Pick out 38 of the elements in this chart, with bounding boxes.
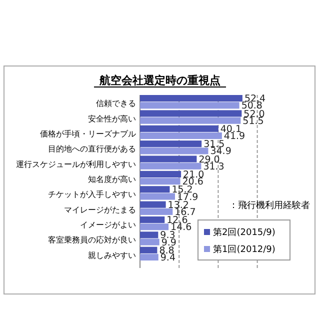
y-tick-label: 目的地への直行便がある: [48, 144, 136, 154]
bar: [140, 216, 165, 224]
y-tick-label: 客室乗務員の応対が良い: [48, 236, 136, 245]
bar: [140, 193, 175, 200]
y-tick-label: 親しみやすい: [88, 250, 136, 260]
bar: [140, 208, 173, 215]
legend-label: 第1回(2012/9): [213, 244, 276, 255]
y-tick-label: マイレージがたまる: [64, 205, 136, 214]
bar: [140, 238, 160, 246]
bar: [140, 156, 197, 162]
y-tick-label: イメージがよい: [80, 220, 136, 230]
bar: [140, 140, 202, 148]
bar: [140, 162, 202, 170]
data-label: 9.4: [160, 252, 176, 264]
bar: [140, 110, 242, 117]
y-tick-label: チケットが入手しやすい: [48, 190, 136, 200]
bar: [140, 201, 166, 208]
bar: [140, 224, 169, 230]
legend-label: 第2回(2015/9): [213, 227, 276, 238]
chart-title: 航空会社選定時の重視点: [98, 74, 220, 87]
y-tick-label: 価格が手頃・リーズナブル: [40, 129, 136, 138]
bar: [140, 254, 158, 260]
bar: [140, 232, 158, 238]
bar: [140, 178, 180, 185]
y-tick-label: 知名度が高い: [88, 175, 136, 184]
y-tick-label: 運行スケジュールが利用しやすい: [16, 160, 136, 169]
bar: [140, 148, 208, 154]
bar: [140, 246, 158, 254]
annotation: ：飛行機利用経験者: [229, 200, 310, 211]
bar: [140, 186, 170, 193]
y-tick-label: 信頼できる: [96, 99, 136, 108]
bar: [140, 125, 218, 132]
y-tick-label: 安全性が高い: [88, 114, 136, 124]
bar: [140, 170, 182, 178]
bar: [140, 95, 242, 102]
bar: [140, 132, 222, 140]
bar: [140, 102, 240, 109]
bar: [140, 117, 241, 124]
